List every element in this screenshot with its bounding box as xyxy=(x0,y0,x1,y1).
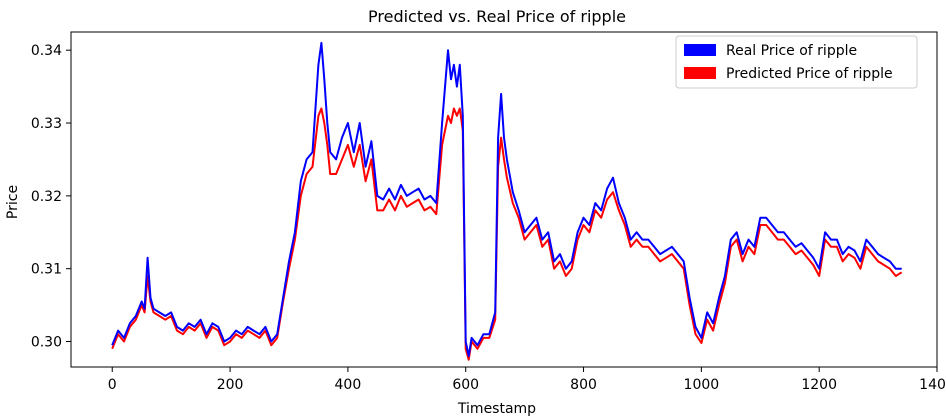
y-tick-label: 0.30 xyxy=(31,335,62,351)
x-tick-label: 800 xyxy=(570,377,597,393)
x-tick-label: 600 xyxy=(452,377,479,393)
chart-title: Predicted vs. Real Price of ripple xyxy=(368,7,626,26)
y-tick-label: 0.31 xyxy=(31,262,62,278)
legend-swatch-real xyxy=(684,44,716,56)
x-tick-label: 1200 xyxy=(801,377,837,393)
y-tick-label: 0.32 xyxy=(31,189,62,205)
chart-legend: Real Price of ripple Predicted Price of … xyxy=(675,35,918,89)
series-line-predicted-price xyxy=(111,107,903,361)
y-tick-label: 0.33 xyxy=(31,116,62,132)
legend-label-real: Real Price of ripple xyxy=(726,43,857,59)
x-tick-label: 400 xyxy=(335,377,362,393)
x-tick-label: 1000 xyxy=(684,377,720,393)
y-axis: 0.30 0.31 0.32 0.33 0.34 xyxy=(31,43,71,351)
series-layer xyxy=(111,41,903,361)
x-tick-label: 0 xyxy=(108,377,117,393)
y-tick-label: 0.34 xyxy=(31,43,62,59)
legend-label-predicted: Predicted Price of ripple xyxy=(726,66,893,82)
legend-box xyxy=(675,35,918,89)
x-tick-label: 200 xyxy=(217,377,244,393)
y-axis-label: Price xyxy=(5,185,21,219)
plot-area-frame xyxy=(70,31,938,368)
series-line-real-price xyxy=(111,41,902,358)
x-axis-label: Timestamp xyxy=(457,401,536,417)
legend-swatch-predicted xyxy=(684,67,716,79)
